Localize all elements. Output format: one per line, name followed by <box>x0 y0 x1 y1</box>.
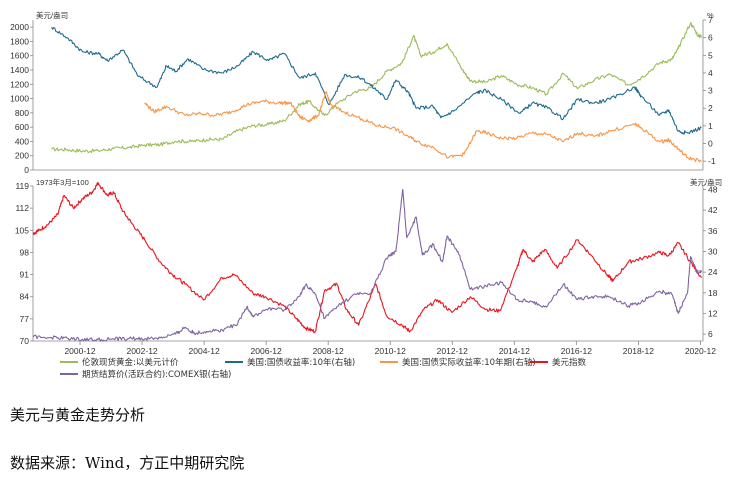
top-right-tick-label: 6 <box>708 33 713 43</box>
top-left-tick-label: 0 <box>24 165 29 175</box>
bottom-left-tick-label: 91 <box>20 270 30 280</box>
x-tick-label: 2014-12 <box>499 346 530 356</box>
series-line-2-10 <box>144 91 702 163</box>
bottom-right-tick-label: 36 <box>708 226 718 236</box>
legend-label-3: 美元指数 <box>552 357 587 368</box>
data-source-note: 数据来源：Wind，方正中期研究院 <box>10 454 245 472</box>
top-left-tick-label: 1000 <box>10 94 29 104</box>
bottom-right-tick-label: 6 <box>708 329 713 339</box>
top-left-tick-label: 1600 <box>10 51 29 61</box>
top-left-tick-label: 2000 <box>10 22 29 32</box>
bottom-left-tick-label: 77 <box>20 314 30 324</box>
legend: 伦敦现货黄金:以美元计价 美国:国债收益率:10年(右轴) 美国:国债实际收益率:1… <box>60 357 587 380</box>
top-left-axis-unit: 美元/盎司 <box>36 10 68 20</box>
bottom-left-axis-unit: 1973年3月=100 <box>36 177 89 187</box>
bottom-right-tick-label: 12 <box>708 308 718 318</box>
series-line-3 <box>32 182 702 334</box>
legend-label-1: 美国:国债收益率:10年(右轴) <box>247 357 355 368</box>
top-left-tick-label: 1200 <box>10 79 29 89</box>
top-left-tick-label: 1800 <box>10 36 29 46</box>
figure-title: 美元与黄金走势分析 <box>10 406 146 424</box>
series-line-1-10 <box>51 26 702 135</box>
x-tick-label: 2002-12 <box>126 346 157 356</box>
top-right-tick-label: 0 <box>708 139 713 149</box>
bottom-left-tick-label: 105 <box>15 225 29 235</box>
x-tick-label: 2020-12 <box>685 346 716 356</box>
legend-label-2: 美国:国债实际收益率:10年期(右轴) <box>402 357 536 368</box>
top-right-axis-unit: % <box>707 11 714 20</box>
x-tick-label: 2010-12 <box>375 346 406 356</box>
top-left-tick-label: 200 <box>15 151 29 161</box>
x-tick-label: 2004-12 <box>189 346 220 356</box>
x-tick-label: 2008-12 <box>313 346 344 356</box>
series-line-0 <box>51 22 702 154</box>
top-panel: 美元/盎司 % 0 200 400 600 800 1000 1200 1400 1600 180… <box>10 10 716 175</box>
bottom-right-axis-unit: 美元/盎司 <box>690 177 722 187</box>
bottom-left-tick-label: 119 <box>15 181 29 191</box>
bottom-right-tick-label: 30 <box>708 246 718 256</box>
top-right-tick-label: 1 <box>708 121 713 131</box>
x-tick-label: 2006-12 <box>251 346 282 356</box>
top-left-tick-label: 600 <box>15 122 29 132</box>
x-tick-label: 2000-12 <box>64 346 95 356</box>
bottom-left-tick-label: 98 <box>20 247 30 257</box>
top-right-tick-label: -1 <box>708 156 716 166</box>
x-tick-label: 2016-12 <box>561 346 592 356</box>
x-tick-label: 2012-12 <box>437 346 468 356</box>
bottom-left-tick-label: 70 <box>20 336 30 346</box>
top-right-tick-label: 7 <box>708 15 713 25</box>
bottom-left-tick-label: 84 <box>20 292 30 302</box>
bottom-panel: 1973年3月=100 美元/盎司 70 77 84 91 98 105 112 119 6 12… <box>15 177 722 346</box>
top-left-tick-label: 400 <box>15 136 29 146</box>
bottom-right-tick-label: 48 <box>708 184 718 194</box>
bottom-right-tick-label: 24 <box>708 267 718 277</box>
bottom-right-tick-label: 18 <box>708 288 718 298</box>
top-left-tick-label: 1400 <box>10 65 29 75</box>
bottom-left-tick-label: 112 <box>15 203 29 213</box>
top-right-tick-label: 4 <box>708 68 713 78</box>
top-left-tick-label: 800 <box>15 108 29 118</box>
bottom-right-tick-label: 42 <box>708 205 718 215</box>
top-right-tick-label: 3 <box>708 86 713 96</box>
series-line-4-comex <box>32 188 702 342</box>
x-tick-label: 2018-12 <box>623 346 654 356</box>
legend-label-4: 期货结算价(活跃合约):COMEX银(右轴) <box>82 369 231 380</box>
legend-label-0: 伦敦现货黄金:以美元计价 <box>82 357 179 368</box>
x-axis: 2000-12 2002-12 2004-12 2006-12 2008-12 2010-… <box>64 341 716 356</box>
top-right-tick-label: 2 <box>708 103 713 113</box>
top-right-tick-label: 5 <box>708 50 713 60</box>
